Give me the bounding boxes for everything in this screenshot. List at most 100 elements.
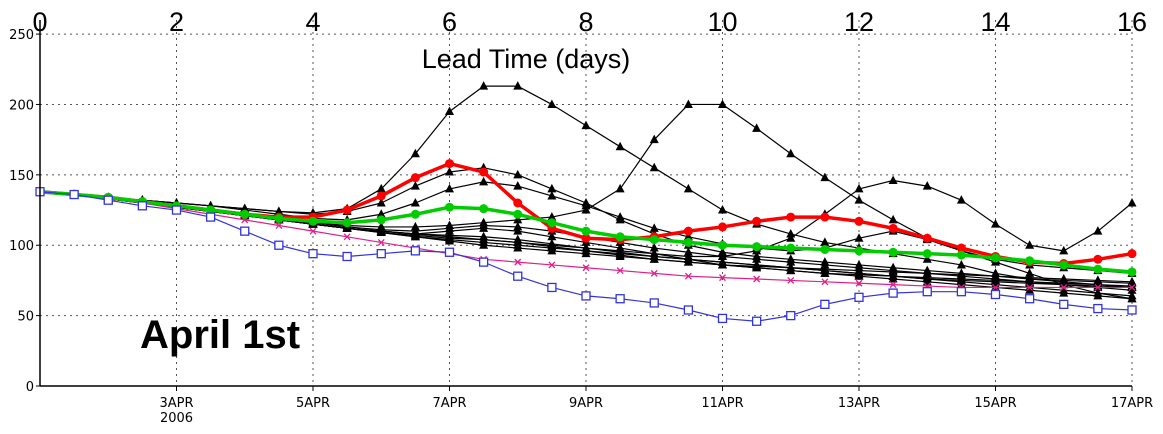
- data-point: [240, 226, 250, 236]
- data-point: [377, 238, 385, 246]
- data-point: [683, 257, 693, 266]
- top-tick-label: 8: [578, 7, 593, 37]
- x-tick-label: 15APR: [974, 396, 1016, 411]
- data-point: [991, 253, 1000, 263]
- data-point: [445, 226, 454, 235]
- x-tick-label: 13APR: [838, 396, 880, 411]
- data-point: [752, 254, 762, 263]
- data-point: [274, 240, 284, 250]
- data-point: [649, 298, 659, 308]
- data-point: [649, 243, 659, 252]
- data-point: [855, 279, 863, 287]
- data-point: [342, 223, 352, 232]
- data-point: [752, 242, 762, 252]
- data-point: [581, 291, 591, 301]
- top-tick-label: 4: [305, 7, 320, 37]
- data-point: [342, 251, 352, 262]
- data-point: [991, 271, 1000, 280]
- data-point: [479, 81, 489, 90]
- data-point: [513, 169, 523, 179]
- data-point: [479, 223, 489, 232]
- data-point: [786, 262, 796, 272]
- data-point: [922, 268, 932, 277]
- data-point: [820, 212, 830, 222]
- data-point: [445, 236, 454, 245]
- data-point: [956, 250, 966, 260]
- data-point: [444, 247, 455, 257]
- data-point: [683, 183, 693, 193]
- data-point: [206, 205, 216, 215]
- data-point: [1127, 276, 1137, 286]
- data-point: [479, 240, 489, 249]
- data-point: [1093, 275, 1103, 284]
- data-point: [717, 313, 728, 324]
- data-point: [888, 214, 898, 224]
- data-point: [376, 198, 386, 207]
- data-point: [547, 212, 557, 221]
- data-point: [683, 247, 693, 256]
- data-point: [410, 198, 420, 207]
- data-point: [1025, 240, 1035, 249]
- series-member-high-1: [35, 81, 1137, 291]
- data-point: [445, 183, 454, 193]
- data-point: [513, 243, 523, 252]
- y-tick-label: 250: [9, 28, 34, 43]
- data-point: [956, 287, 967, 297]
- top-axis-tick-labels: 0 2 4 6 8 10 12 14 16: [32, 7, 1147, 37]
- data-point: [615, 232, 625, 242]
- data-point: [547, 190, 557, 200]
- data-point: [752, 261, 762, 270]
- data-point: [342, 205, 352, 215]
- x-tick-label: 11APR: [701, 396, 743, 411]
- data-point: [513, 209, 523, 219]
- data-point: [615, 251, 625, 260]
- data-point: [547, 99, 557, 108]
- data-point: [956, 243, 966, 253]
- x-tick-sublabel: 2006: [160, 411, 193, 426]
- data-point: [718, 251, 727, 260]
- data-point: [888, 288, 898, 298]
- data-point: [445, 202, 454, 212]
- data-point: [513, 81, 523, 90]
- data-point: [376, 227, 386, 237]
- data-point: [649, 248, 659, 258]
- data-point: [820, 264, 830, 273]
- top-tick-label: 2: [169, 7, 184, 37]
- x-tick-label: 5APR: [296, 396, 330, 411]
- data-point: [547, 183, 557, 193]
- data-point: [342, 218, 352, 228]
- top-tick-label: 12: [844, 7, 874, 37]
- data-point: [990, 289, 1001, 300]
- data-point: [582, 264, 590, 272]
- data-point: [854, 292, 864, 302]
- data-point: [683, 305, 694, 315]
- data-point: [649, 134, 659, 144]
- data-point: [513, 226, 523, 235]
- data-point: [513, 237, 523, 246]
- data-point: [1059, 260, 1069, 270]
- data-point: [649, 162, 659, 172]
- x-tick-label: 3APR: [159, 396, 193, 411]
- data-point: [137, 201, 148, 211]
- data-point: [171, 205, 182, 215]
- data-point: [343, 233, 351, 241]
- data-point: [649, 254, 659, 263]
- data-point: [718, 259, 727, 269]
- data-point: [854, 265, 864, 275]
- data-point: [786, 233, 796, 242]
- data-point: [445, 167, 454, 176]
- data-point: [1093, 254, 1103, 264]
- data-point: [615, 294, 625, 304]
- y-tick-label: 150: [9, 169, 34, 184]
- data-point: [1059, 288, 1069, 297]
- data-point: [1025, 285, 1035, 294]
- data-point: [514, 258, 522, 266]
- data-point: [956, 269, 966, 279]
- data-point: [820, 244, 830, 254]
- data-point: [1127, 293, 1137, 303]
- data-point: [718, 222, 727, 232]
- data-point: [718, 99, 727, 108]
- data-point: [683, 226, 693, 236]
- y-tick-label: 0: [26, 380, 34, 395]
- data-point: [103, 195, 113, 205]
